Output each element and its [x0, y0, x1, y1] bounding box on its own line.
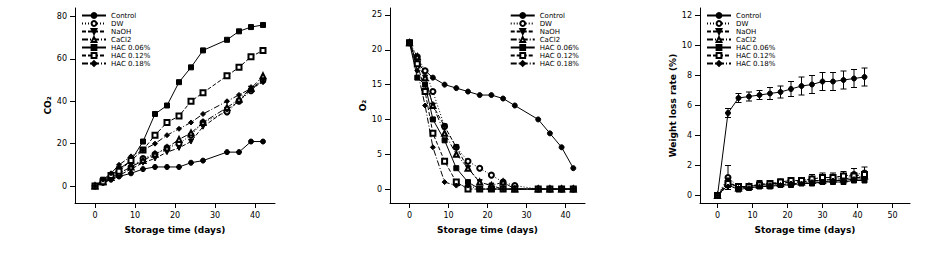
svg-text:HAC 0.12%: HAC 0.12% — [736, 52, 776, 60]
svg-text:Weight loss rate (%): Weight loss rate (%) — [668, 54, 678, 158]
svg-text:HAC 0.18%: HAC 0.18% — [540, 60, 580, 68]
svg-text:20: 20 — [170, 211, 180, 220]
svg-text:DW: DW — [736, 20, 748, 28]
svg-text:40: 40 — [560, 211, 570, 220]
svg-text:O₂: O₂ — [358, 100, 368, 112]
svg-text:Control: Control — [111, 12, 136, 20]
svg-text:20: 20 — [372, 45, 382, 54]
svg-text:DW: DW — [540, 20, 552, 28]
svg-text:8: 8 — [687, 71, 692, 80]
svg-text:10: 10 — [372, 115, 382, 124]
svg-text:20: 20 — [482, 211, 492, 220]
svg-text:20: 20 — [57, 139, 67, 148]
svg-text:15: 15 — [372, 80, 382, 89]
svg-text:CaCl2: CaCl2 — [540, 36, 560, 44]
svg-text:10: 10 — [747, 211, 757, 220]
svg-text:DW: DW — [111, 20, 123, 28]
svg-text:80: 80 — [57, 12, 67, 21]
svg-text:5: 5 — [377, 150, 382, 159]
svg-text:30: 30 — [817, 211, 827, 220]
svg-text:50: 50 — [887, 211, 897, 220]
svg-text:Storage time (days): Storage time (days) — [755, 225, 856, 235]
svg-text:30: 30 — [210, 211, 220, 220]
svg-text:25: 25 — [372, 10, 382, 19]
svg-text:Storage time (days): Storage time (days) — [125, 225, 226, 235]
svg-text:HAC 0.06%: HAC 0.06% — [736, 44, 776, 52]
svg-text:0: 0 — [715, 211, 720, 220]
svg-text:NaOH: NaOH — [540, 28, 560, 36]
svg-text:0: 0 — [687, 191, 692, 200]
svg-text:40: 40 — [57, 97, 67, 106]
svg-text:HAC 0.12%: HAC 0.12% — [540, 52, 580, 60]
svg-text:CaCl2: CaCl2 — [111, 36, 131, 44]
svg-text:0: 0 — [62, 182, 67, 191]
svg-text:10: 10 — [682, 41, 692, 50]
svg-text:CaCl2: CaCl2 — [736, 36, 756, 44]
svg-text:0: 0 — [377, 185, 382, 194]
svg-text:NaOH: NaOH — [736, 28, 756, 36]
svg-text:30: 30 — [521, 211, 531, 220]
svg-text:0: 0 — [92, 211, 97, 220]
svg-text:12: 12 — [682, 11, 692, 20]
svg-text:HAC 0.18%: HAC 0.18% — [111, 60, 151, 68]
svg-text:Storage time (days): Storage time (days) — [437, 225, 538, 235]
svg-text:HAC 0.12%: HAC 0.12% — [111, 52, 151, 60]
svg-text:HAC 0.06%: HAC 0.06% — [111, 44, 151, 52]
svg-text:10: 10 — [130, 211, 140, 220]
svg-text:0: 0 — [407, 211, 412, 220]
svg-text:4: 4 — [687, 131, 692, 140]
svg-text:40: 40 — [852, 211, 862, 220]
svg-text:HAC 0.18%: HAC 0.18% — [736, 60, 776, 68]
svg-text:20: 20 — [782, 211, 792, 220]
svg-text:Control: Control — [736, 12, 761, 20]
svg-text:6: 6 — [687, 101, 692, 110]
svg-text:HAC 0.06%: HAC 0.06% — [540, 44, 580, 52]
svg-text:40: 40 — [250, 211, 260, 220]
svg-text:CO₂: CO₂ — [43, 96, 53, 114]
svg-text:2: 2 — [687, 161, 692, 170]
svg-text:10: 10 — [443, 211, 453, 220]
svg-text:60: 60 — [57, 54, 67, 63]
svg-text:Control: Control — [540, 12, 565, 20]
svg-text:NaOH: NaOH — [111, 28, 131, 36]
